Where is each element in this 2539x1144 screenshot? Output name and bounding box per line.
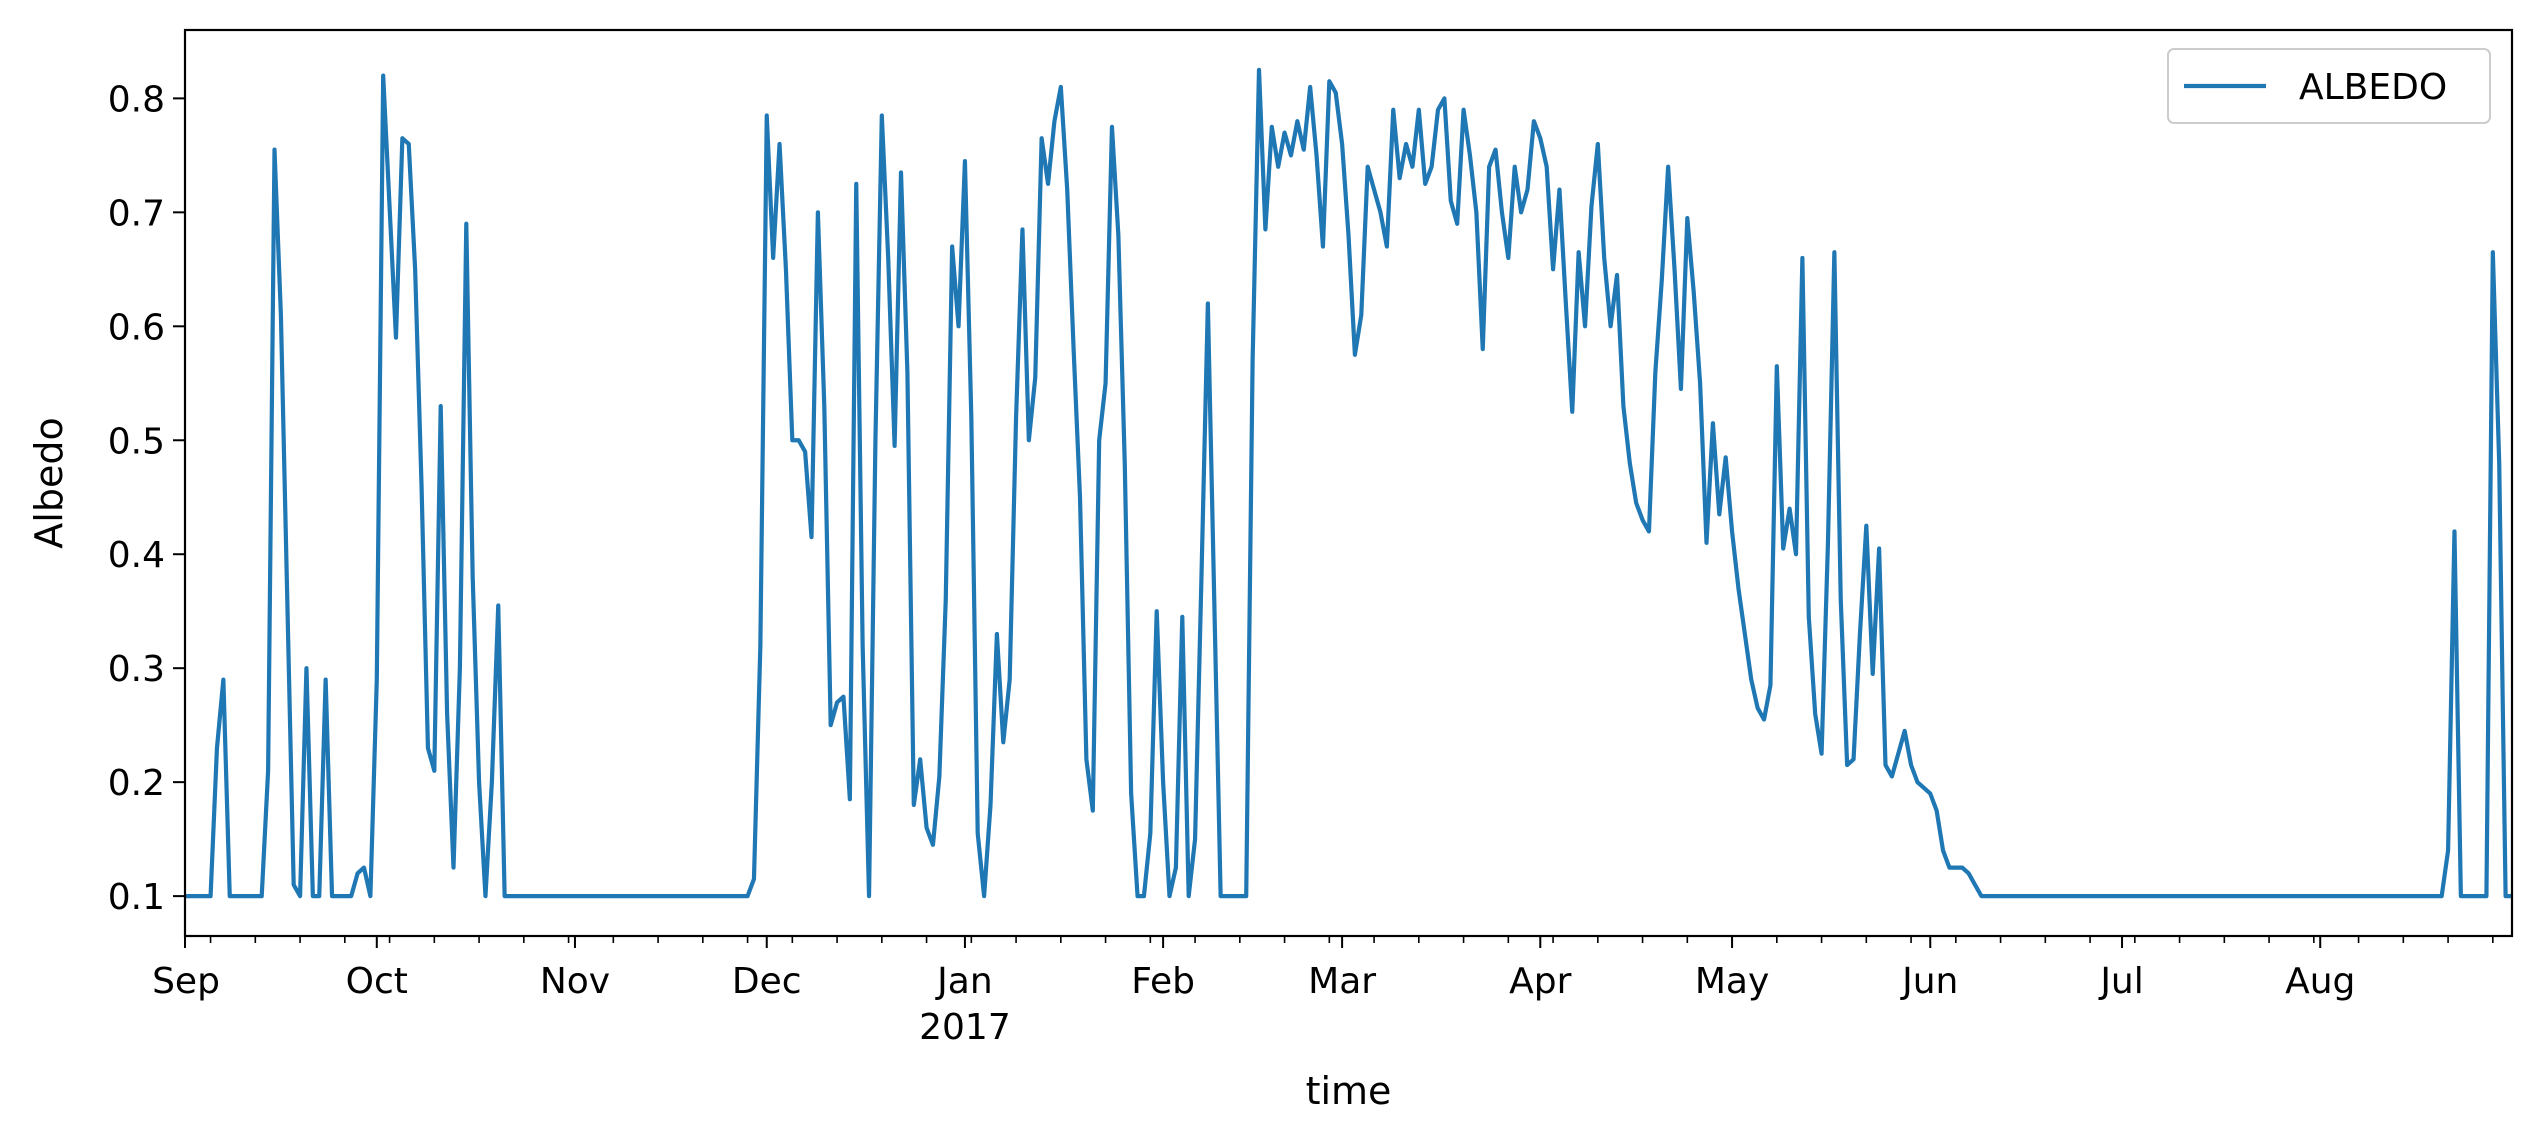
x-tick-label: Jan bbox=[935, 961, 993, 1002]
x-tick-label: Apr bbox=[1509, 961, 1571, 1002]
x-tick-label: Oct bbox=[346, 961, 408, 1002]
y-tick-label: 0.7 bbox=[108, 193, 165, 234]
x-tick-label: Mar bbox=[1308, 961, 1376, 1002]
y-axis: 0.1 0.2 0.3 0.4 0.5 0.6 0.7 0.8 bbox=[108, 79, 185, 918]
plot-area bbox=[185, 67, 2512, 899]
y-tick-label: 0.3 bbox=[108, 649, 165, 690]
plot-frame bbox=[183, 28, 2514, 938]
x-tick-sublabel: 2017 bbox=[919, 1007, 1011, 1048]
legend-label-albedo: ALBEDO bbox=[2299, 67, 2447, 108]
x-tick-label: Aug bbox=[2285, 961, 2355, 1002]
x-axis: Sep Oct Nov Dec Jan 2017 Feb Mar Apr May Jun Jul Aug bbox=[152, 936, 2494, 1048]
x-tick-label: Jun bbox=[1900, 961, 1958, 1002]
series-line-albedo bbox=[185, 67, 2512, 899]
y-tick-label: 0.2 bbox=[108, 763, 165, 804]
x-tick-label: Nov bbox=[540, 961, 610, 1002]
y-axis-label: Albedo bbox=[27, 417, 71, 548]
y-tick-label: 0.8 bbox=[108, 79, 165, 120]
y-tick-label: 0.1 bbox=[108, 877, 165, 918]
x-tick-label: Feb bbox=[1131, 961, 1195, 1002]
x-tick-label: May bbox=[1695, 961, 1769, 1002]
x-tick-label: Jul bbox=[2098, 961, 2143, 1002]
y-tick-label: 0.5 bbox=[108, 421, 165, 462]
legend: ALBEDO bbox=[2167, 48, 2491, 124]
y-tick-label: 0.4 bbox=[108, 535, 165, 576]
x-tick-label: Dec bbox=[732, 961, 802, 1002]
legend-box bbox=[2167, 48, 2491, 124]
x-axis-label: time bbox=[1306, 1069, 1392, 1113]
y-tick-label: 0.6 bbox=[108, 307, 165, 348]
x-tick-label: Sep bbox=[152, 961, 220, 1002]
